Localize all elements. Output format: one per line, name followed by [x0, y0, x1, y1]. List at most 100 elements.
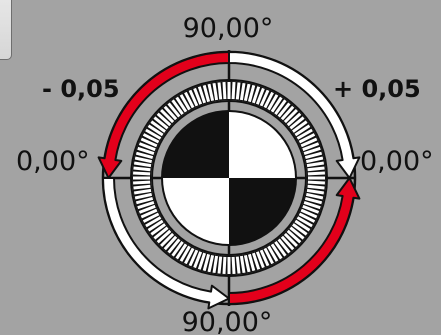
scale-tick	[307, 171, 325, 176]
scale-tick	[217, 256, 223, 274]
scale-tick	[133, 166, 151, 172]
scale-tick	[292, 223, 308, 236]
scale-tick	[277, 102, 291, 118]
scale-tick	[202, 253, 211, 272]
scale-tick	[270, 243, 283, 260]
scale-tick	[289, 226, 305, 240]
scale-tick	[202, 84, 211, 103]
angle-label-right: 0,00°	[360, 146, 434, 177]
scale-tick	[267, 94, 279, 111]
scale-tick	[305, 156, 324, 164]
scale-tick	[197, 86, 207, 104]
scale-tick	[171, 99, 184, 115]
scale-tick	[231, 82, 236, 100]
scale-tick	[147, 219, 164, 232]
scale-tick	[304, 151, 323, 160]
scale-tick	[171, 241, 184, 257]
scale-tick	[142, 133, 160, 144]
scale-tick	[133, 184, 151, 190]
scale-tick	[160, 109, 175, 124]
scale-tick	[255, 87, 265, 105]
scale-tick	[134, 192, 153, 200]
scale-tick	[283, 109, 298, 124]
scale-tick	[142, 212, 160, 223]
scale-tick	[292, 120, 308, 133]
scale-tick	[294, 219, 311, 232]
scale-tick	[193, 87, 203, 105]
scale-tick	[263, 247, 274, 265]
scale-tick	[306, 188, 325, 195]
scale-tick	[179, 245, 191, 262]
scale-tick	[184, 247, 195, 265]
scale-tick	[274, 241, 287, 257]
scale-tick	[145, 128, 162, 140]
scale-tick	[147, 124, 164, 137]
scale-tick	[207, 254, 215, 273]
step-minus-label: - 0,05	[42, 75, 120, 103]
scale-tick	[296, 216, 313, 228]
scale-tick	[247, 253, 256, 272]
scale-tick	[231, 256, 236, 274]
scale-tick	[133, 180, 151, 185]
scale-tick	[302, 204, 320, 214]
scale-tick	[307, 184, 325, 190]
scale-tick	[167, 238, 181, 254]
scale-tick	[163, 105, 178, 121]
scale-tick	[222, 256, 227, 274]
scale-tick	[197, 252, 207, 270]
scale-tick	[222, 82, 227, 100]
scale-tick	[255, 251, 265, 269]
scale-tick	[150, 223, 166, 236]
corner-button[interactable]	[0, 0, 12, 60]
arrow-ccw-bottom[interactable]	[228, 177, 361, 305]
scale-tick	[280, 235, 295, 251]
scale-tick	[267, 245, 279, 262]
tick-scale	[132, 81, 326, 275]
scale-tick	[243, 83, 251, 102]
scale-tick	[243, 254, 251, 273]
scale-tick	[137, 146, 155, 156]
scale-tick	[270, 96, 283, 113]
scale-tick	[167, 102, 181, 118]
scale-tick	[296, 128, 313, 140]
scale-tick	[286, 112, 302, 127]
angle-label-top: 90,00°	[183, 13, 274, 44]
scale-tick	[179, 94, 191, 111]
scale-tick	[156, 229, 172, 244]
angle-label-left: 0,00°	[16, 146, 90, 177]
step-plus-label: + 0,05	[333, 75, 421, 103]
scale-tick	[300, 208, 318, 219]
scale-tick	[138, 204, 156, 214]
scale-tick	[300, 137, 318, 148]
scale-tick	[235, 256, 241, 274]
target-disc	[161, 110, 297, 246]
scale-tick	[235, 82, 241, 100]
scale-tick	[305, 192, 324, 200]
scale-tick	[163, 235, 178, 251]
scale-tick	[298, 212, 316, 223]
scale-tick	[156, 112, 172, 127]
scale-tick	[135, 151, 154, 160]
scale-tick	[134, 156, 153, 164]
scale-tick	[135, 196, 154, 205]
scale-tick	[175, 96, 188, 113]
scale-tick	[302, 142, 320, 152]
scale-tick	[274, 99, 287, 115]
scale-tick	[217, 82, 223, 100]
scale-tick	[251, 252, 261, 270]
scale-tick	[145, 216, 162, 228]
scale-tick	[307, 166, 325, 172]
scale-tick	[207, 83, 215, 102]
scale-tick	[263, 91, 274, 109]
scale-tick	[212, 82, 219, 101]
scale-tick	[153, 226, 169, 240]
scale-tick	[303, 200, 321, 210]
scale-tick	[188, 249, 199, 267]
scale-tick	[133, 188, 152, 195]
scale-tick	[304, 196, 323, 205]
scale-tick	[247, 84, 256, 103]
scale-tick	[259, 249, 270, 267]
scale-tick	[259, 89, 270, 107]
scale-tick	[303, 146, 321, 156]
